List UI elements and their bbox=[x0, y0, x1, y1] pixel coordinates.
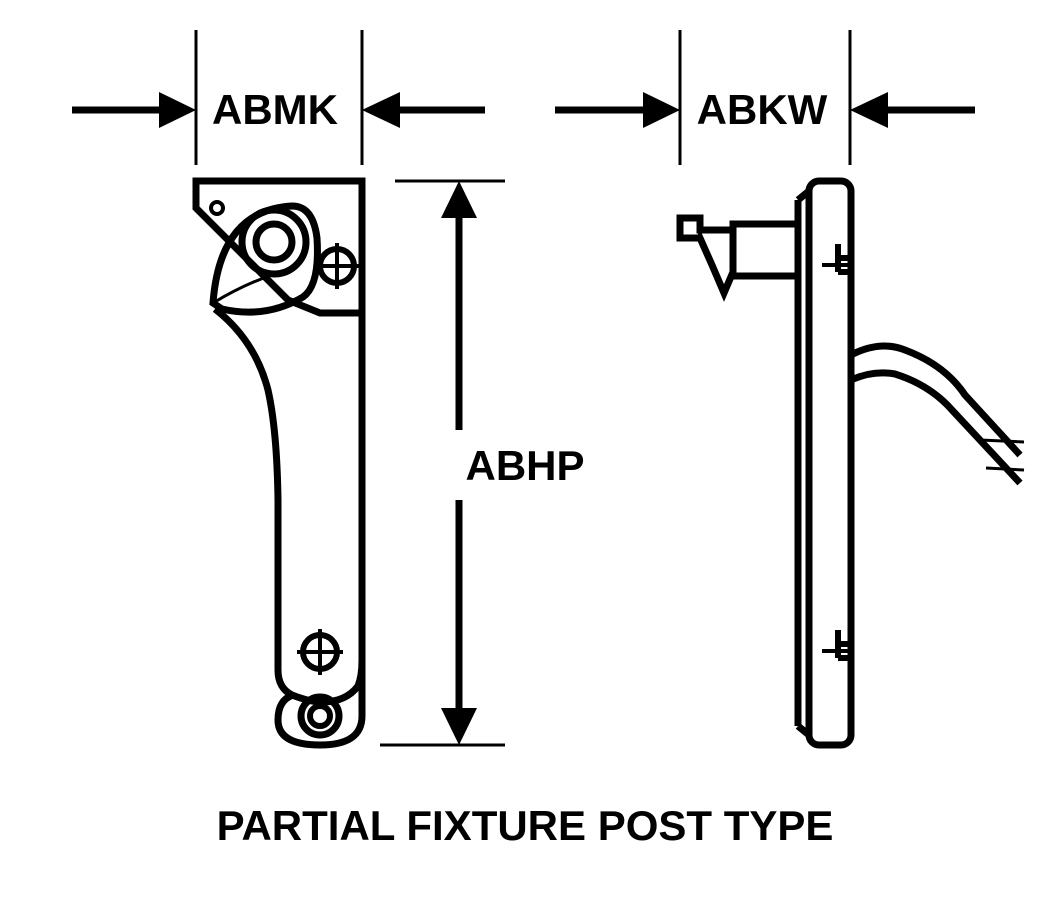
label-abmk: ABMK bbox=[212, 86, 338, 133]
engineering-diagram: ABMK ABKW ABHP bbox=[0, 0, 1050, 903]
dimension-abkw: ABKW bbox=[555, 30, 975, 165]
diagram-svg: ABMK ABKW ABHP bbox=[0, 0, 1050, 903]
dimension-abhp: ABHP bbox=[380, 181, 585, 745]
front-view bbox=[196, 181, 362, 745]
label-abhp: ABHP bbox=[465, 442, 584, 489]
diagram-caption: PARTIAL FIXTURE POST TYPE bbox=[217, 802, 834, 849]
label-abkw: ABKW bbox=[697, 86, 828, 133]
side-view bbox=[680, 181, 1024, 745]
dimension-abmk: ABMK bbox=[72, 30, 485, 165]
